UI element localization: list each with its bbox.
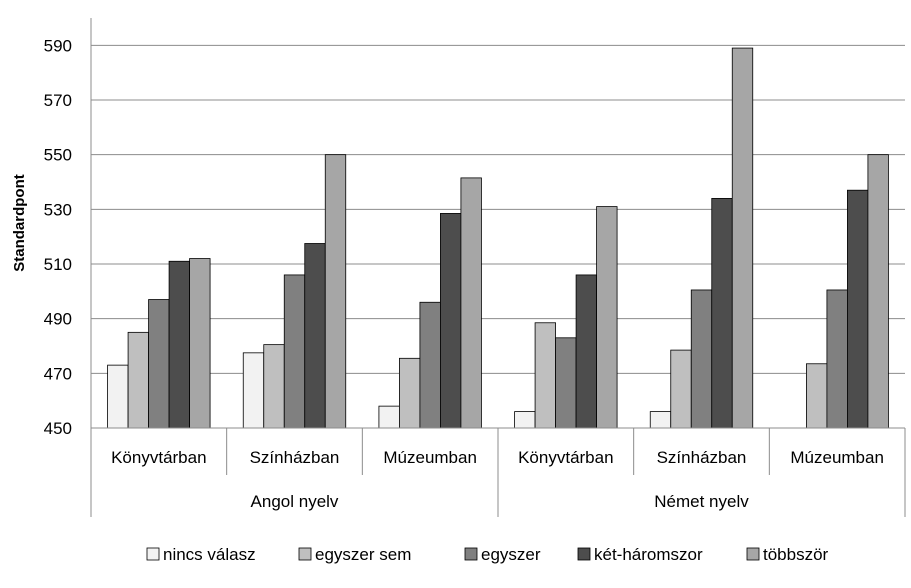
- x-axis: Könyvtárban Színházban Múzeumban Könyvtárba…: [90, 427, 906, 517]
- bar: [263, 344, 285, 429]
- bar: [534, 322, 556, 429]
- legend-label: egyszer sem: [315, 545, 411, 564]
- bar: [419, 301, 441, 429]
- bar: [148, 299, 170, 429]
- x-tick-label: Könyvtárban: [518, 448, 613, 467]
- bar: [440, 213, 462, 429]
- y-tick-labels: 450 470 490 510 530 550 570 590: [44, 36, 72, 438]
- legend-swatch: [464, 547, 478, 561]
- x-tick-label: Színházban: [657, 448, 747, 467]
- bar: [189, 258, 211, 429]
- x-tick-label: Színházban: [250, 448, 340, 467]
- bar: [242, 352, 265, 429]
- bar: [378, 405, 400, 429]
- bar: [806, 363, 828, 429]
- bar: [555, 337, 577, 429]
- bar: [304, 243, 326, 429]
- y-tick-label: 590: [44, 36, 72, 55]
- bar: [670, 349, 692, 429]
- bar: [283, 274, 306, 429]
- bar: [867, 154, 889, 429]
- y-tick-label: 530: [44, 200, 72, 219]
- legend-label: többször: [763, 545, 829, 564]
- legend-swatch: [298, 547, 312, 561]
- bar: [711, 197, 733, 429]
- y-axis-label: Standardpont: [11, 174, 28, 272]
- bars: [107, 47, 889, 429]
- bar: [826, 289, 848, 429]
- x-tick-label: Múzeumban: [790, 448, 884, 467]
- x-group-label: Angol nyelv: [251, 492, 339, 511]
- legend-label: egyszer: [481, 545, 541, 564]
- x-tick-label: Könyvtárban: [111, 448, 206, 467]
- y-tick-label: 470: [44, 364, 72, 383]
- x-group-label: Német nyelv: [654, 492, 749, 511]
- bar: [460, 177, 482, 429]
- x-tick-label: Múzeumban: [383, 448, 477, 467]
- bar: [399, 357, 421, 429]
- legend-swatch: [577, 547, 591, 561]
- bar: [596, 206, 618, 429]
- bar: [690, 289, 713, 429]
- legend-label: két-háromszor: [594, 545, 703, 564]
- bar: [324, 154, 347, 429]
- legend: nincs válasz egyszer sem egyszer két-hároms…: [146, 545, 829, 564]
- legend-label: nincs válasz: [163, 545, 256, 564]
- y-tick-label: 510: [44, 255, 72, 274]
- legend-swatch: [746, 547, 760, 561]
- bar: [649, 411, 672, 429]
- bar: [731, 47, 754, 429]
- bar: [514, 411, 536, 429]
- y-tick-label: 550: [44, 146, 72, 165]
- y-tick-label: 570: [44, 91, 72, 110]
- bar: [575, 274, 597, 429]
- bar: [168, 260, 190, 429]
- bar: [847, 189, 869, 429]
- bar: [107, 364, 129, 429]
- y-tick-label: 490: [44, 310, 72, 329]
- y-tick-label: 450: [44, 419, 72, 438]
- bar: [127, 331, 149, 429]
- legend-swatch: [146, 547, 160, 561]
